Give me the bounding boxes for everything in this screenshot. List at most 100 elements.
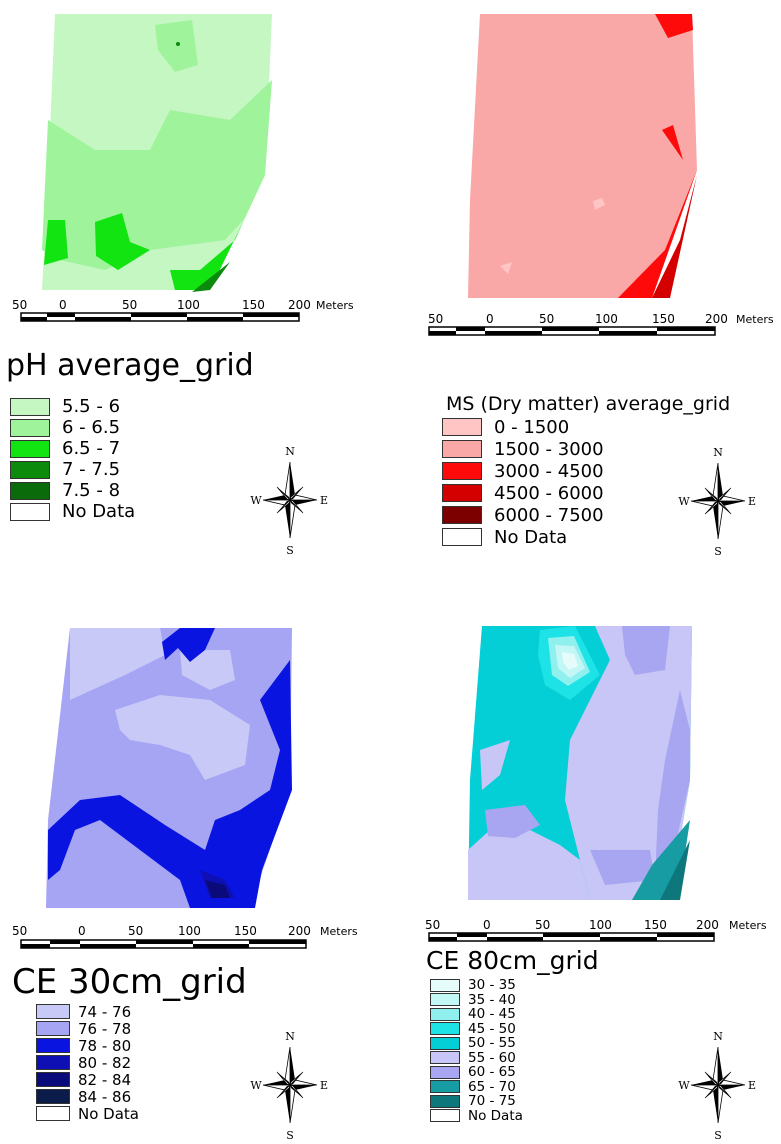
legend-item: 6 - 6.5 xyxy=(10,417,135,438)
legend-swatch xyxy=(10,460,50,479)
legend-swatch xyxy=(430,1022,460,1036)
legend-swatch xyxy=(10,502,50,521)
compass-e: E xyxy=(748,495,756,508)
scale-bar-graphic xyxy=(428,326,716,336)
legend-item: 7.5 - 8 xyxy=(10,480,135,501)
scale-tick: 100 xyxy=(595,312,618,326)
legend-item: 3000 - 4500 xyxy=(442,460,604,482)
legend-item: 76 - 78 xyxy=(36,1019,139,1038)
legend-label: 5.5 - 6 xyxy=(62,396,121,417)
compass-s: S xyxy=(714,1129,722,1140)
legend-label: 40 - 45 xyxy=(468,1006,516,1023)
legend-item: 55 - 60 xyxy=(430,1049,523,1066)
compass-n: N xyxy=(285,1030,295,1043)
legend-item: 5.5 - 6 xyxy=(10,396,135,417)
legend-label: 30 - 35 xyxy=(468,977,516,994)
legend-label: No Data xyxy=(494,526,568,548)
compass-n: N xyxy=(285,445,295,458)
legend-swatch xyxy=(430,1080,460,1094)
legend-label: 7 - 7.5 xyxy=(62,459,121,480)
scale-bar-graphic xyxy=(20,939,307,949)
scale-tick: 0 xyxy=(59,298,67,312)
legend-label: 84 - 86 xyxy=(78,1087,132,1106)
legend-swatch xyxy=(10,418,50,437)
compass-w: W xyxy=(250,494,262,507)
scale-tick: 50 xyxy=(12,298,28,312)
legend-swatch xyxy=(430,1109,460,1123)
legend-label: 4500 - 6000 xyxy=(494,482,604,504)
legend-swatch xyxy=(36,1004,70,1019)
legend-item: 7 - 7.5 xyxy=(10,459,135,480)
ce30-panel: 50 0 50 100 150 200 Meters CE 30cm_grid … xyxy=(0,580,390,1144)
legend-swatch xyxy=(430,1007,460,1021)
compass-e: E xyxy=(320,1079,328,1092)
scale-unit: Meters xyxy=(736,313,774,326)
legend-label: 74 - 76 xyxy=(78,1002,132,1021)
compass-s: S xyxy=(714,545,722,556)
legend-item: 65 - 70 xyxy=(430,1078,523,1095)
ph-map xyxy=(42,14,272,292)
legend-label: 1500 - 3000 xyxy=(494,438,604,460)
ph-title: pH average_grid xyxy=(6,348,254,383)
compass-icon: N S E W xyxy=(250,1030,328,1140)
legend-swatch xyxy=(10,481,50,500)
ce80-map xyxy=(468,626,692,900)
scale-tick: 200 xyxy=(288,924,311,938)
scale-tick: 150 xyxy=(652,312,675,326)
legend-label: No Data xyxy=(62,501,136,522)
legend-item: 4500 - 6000 xyxy=(442,482,604,504)
legend-item: 0 - 1500 xyxy=(442,416,604,438)
legend-label: 45 - 50 xyxy=(468,1020,516,1037)
scale-tick: 100 xyxy=(177,298,200,312)
legend-swatch xyxy=(442,484,482,502)
legend-label: 82 - 84 xyxy=(78,1070,132,1089)
scale-tick: 200 xyxy=(288,298,311,312)
legend-swatch xyxy=(36,1089,70,1104)
legend-swatch xyxy=(430,1051,460,1065)
scale-tick: 50 xyxy=(128,924,144,938)
compass-s: S xyxy=(286,1129,294,1140)
legend-swatch xyxy=(10,397,50,416)
legend-label: 60 - 65 xyxy=(468,1064,516,1081)
legend-swatch xyxy=(36,1106,70,1121)
scale-tick: 150 xyxy=(644,918,667,932)
scale-tick: 100 xyxy=(589,918,612,932)
legend-label: 6 - 6.5 xyxy=(62,417,121,438)
legend-label: 3000 - 4500 xyxy=(494,460,604,482)
ph-panel: 50 0 50 100 150 200 Meters pH average_gr… xyxy=(0,0,390,560)
ms-map xyxy=(468,14,697,298)
legend-item: 30 - 35 xyxy=(430,977,523,994)
compass-icon: N S E W xyxy=(678,1030,756,1140)
legend-label: 80 - 82 xyxy=(78,1053,132,1072)
legend-item: 74 - 76 xyxy=(36,1002,139,1021)
scale-unit: Meters xyxy=(316,299,354,312)
legend-label: 7.5 - 8 xyxy=(62,480,121,501)
legend-swatch xyxy=(430,993,460,1007)
legend-item: No Data xyxy=(430,1108,523,1124)
ce80-scalebar: 50 0 50 100 150 200 Meters xyxy=(425,918,778,946)
scale-tick: 150 xyxy=(234,924,257,938)
legend-label: 6.5 - 7 xyxy=(62,438,121,459)
compass-e: E xyxy=(320,494,328,507)
compass-e: E xyxy=(748,1079,756,1092)
legend-label: 76 - 78 xyxy=(78,1019,132,1038)
legend-item: 45 - 50 xyxy=(430,1020,523,1037)
legend-label: 70 - 75 xyxy=(468,1093,516,1110)
legend-label: 35 - 40 xyxy=(468,991,516,1008)
ce30-map xyxy=(46,628,292,908)
scale-tick: 0 xyxy=(78,924,86,938)
legend-label: No Data xyxy=(78,1104,139,1123)
ph-legend: 5.5 - 6 6 - 6.5 6.5 - 7 7 - 7.5 7.5 - 8 … xyxy=(10,396,135,522)
compass-icon: N S E W xyxy=(678,446,756,556)
legend-label: 55 - 60 xyxy=(468,1049,516,1066)
legend-swatch xyxy=(36,1021,70,1036)
legend-swatch xyxy=(430,1065,460,1079)
scale-tick: 0 xyxy=(486,312,494,326)
legend-label: 65 - 70 xyxy=(468,1078,516,1095)
scale-bar-graphic xyxy=(20,312,300,322)
legend-swatch xyxy=(36,1038,70,1053)
legend-swatch xyxy=(10,439,50,458)
legend-item: 35 - 40 xyxy=(430,991,523,1008)
scale-tick: 200 xyxy=(696,918,719,932)
legend-item: No Data xyxy=(10,501,135,522)
